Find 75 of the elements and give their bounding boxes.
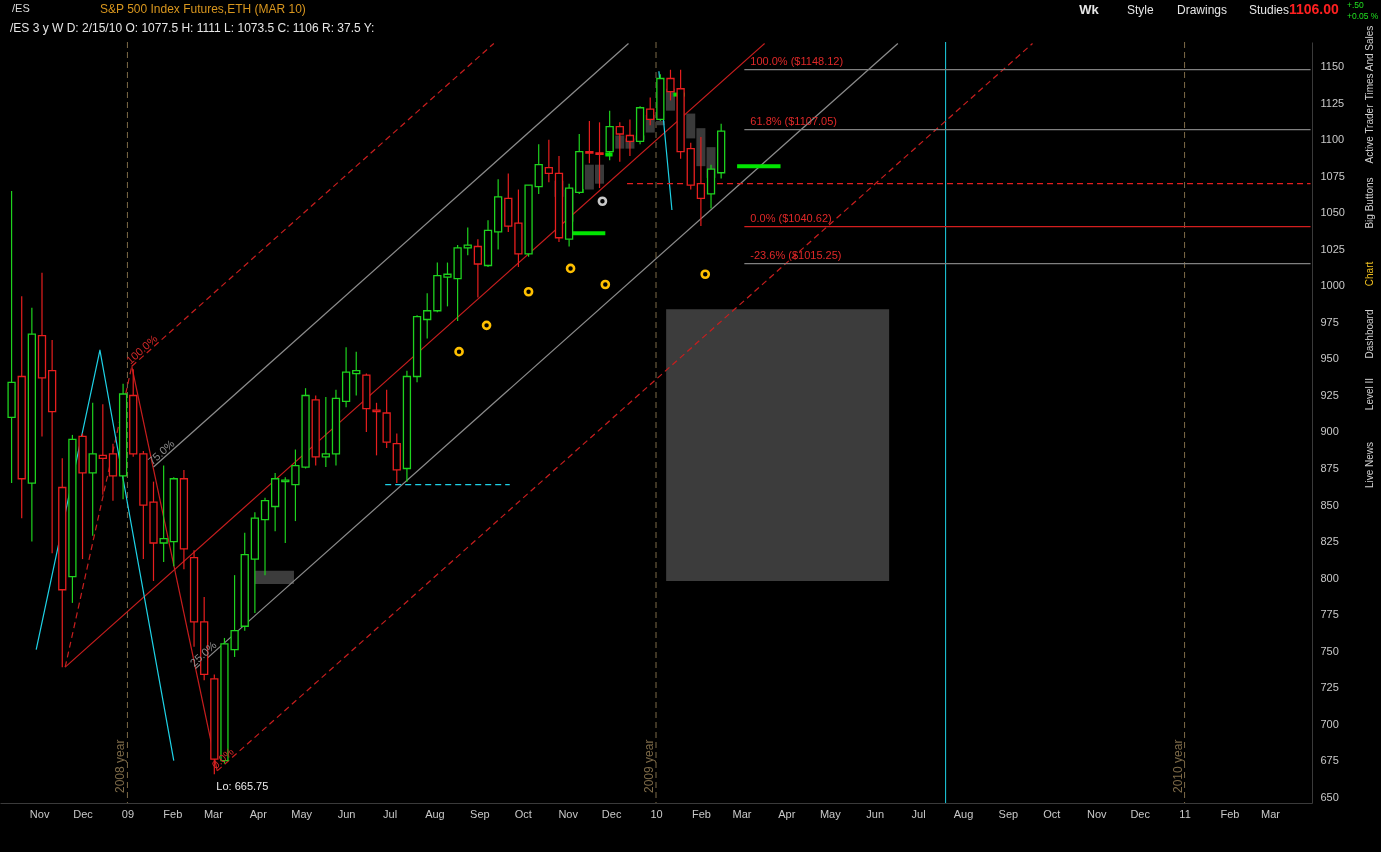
x-tick-label: 11 (1179, 807, 1191, 820)
text: Style (1127, 3, 1154, 17)
text: +0.05 % (1347, 11, 1379, 21)
y-tick-label: 1125 (1320, 96, 1345, 109)
x-tick-label: Feb (163, 807, 183, 820)
x-tick-label: Oct (514, 807, 532, 820)
y-tick-label: 775 (1320, 608, 1339, 621)
x-tick-label: Nov (1086, 807, 1108, 820)
y-tick-label: 875 (1320, 462, 1339, 475)
x-tick-label: Apr (249, 807, 268, 820)
series-label: -23.6% ($1015.25) (750, 248, 842, 261)
ref-line-label: 2010 year (1170, 739, 1185, 793)
x-tick-label: Dec (73, 807, 94, 820)
y-tick-label: 750 (1320, 644, 1339, 657)
y-tick-label: 1100 (1320, 133, 1345, 146)
x-tick-label: Aug (425, 807, 445, 820)
x-tick-label: Mar (1261, 807, 1281, 820)
series-label: 61.8% ($1107.05) (750, 114, 837, 127)
text: /ES (12, 2, 30, 14)
y-tick-label: 925 (1320, 388, 1339, 401)
y-tick-label: 825 (1320, 535, 1339, 548)
y-tick-label: 1150 (1320, 60, 1345, 73)
text: Level II (1364, 377, 1375, 411)
y-tick-label: 1050 (1320, 206, 1345, 219)
chart-title: S&P 500 Index Futures,ETH (MAR 10) (100, 2, 306, 16)
x-tick-label: Sep (998, 807, 1019, 820)
x-tick-label: Feb (691, 807, 711, 820)
x-tick-label: Oct (1043, 807, 1061, 820)
x-tick-label: May (819, 807, 842, 820)
chart-subtitle: /ES 3 y W D: 2/15/10 O: 1077.5 H: 1111 L: 1073.5 C: 1106 R: 37.5 Y: (10, 21, 375, 35)
y-tick-label: 975 (1320, 315, 1339, 328)
text: Times And Sales (1364, 25, 1375, 101)
x-tick-label: Feb (1220, 807, 1240, 820)
x-tick-label: Mar (732, 807, 752, 820)
text: +.50 (1347, 0, 1365, 10)
y-tick-label: 700 (1320, 717, 1339, 730)
x-tick-label: Aug (953, 807, 974, 820)
y-tick-label: 900 (1320, 425, 1339, 438)
x-tick-label: Dec (1130, 807, 1151, 820)
x-tick-label: Jul (383, 807, 398, 820)
text: Active Trader (1364, 103, 1375, 164)
text: Studies (1249, 3, 1290, 17)
y-tick-label: 725 (1320, 681, 1339, 694)
ref-line-label: 2008 year (113, 739, 128, 793)
x-tick-label: Dec (601, 807, 622, 820)
x-tick-label: Nov (29, 807, 50, 820)
text: 1106.00 (1289, 1, 1340, 17)
y-tick-label: 1000 (1320, 279, 1345, 292)
y-tick-label: 850 (1320, 498, 1339, 511)
y-tick-label: 1025 (1320, 242, 1345, 255)
annotation: Lo: 665.75 (216, 780, 269, 793)
text: Dashboard (1364, 309, 1375, 359)
y-tick-label: 1075 (1320, 169, 1345, 182)
series-label: 0.0% ($1040.62) (750, 211, 832, 224)
text: Chart (1364, 261, 1375, 287)
x-tick-label: Nov (558, 807, 579, 820)
ref-line-label: 2009 year (642, 739, 656, 793)
y-tick-label: 650 (1320, 790, 1339, 803)
x-tick-label: Apr (778, 807, 796, 820)
x-tick-label: Jul (911, 807, 926, 820)
text: Big Buttons (1364, 177, 1375, 229)
x-tick-label: Jun (337, 807, 356, 820)
x-tick-label: Jun (866, 807, 885, 820)
x-tick-label: Mar (203, 807, 224, 820)
y-tick-label: 675 (1320, 754, 1339, 767)
x-tick-label: 09 (121, 807, 135, 820)
series-label: 100.0% ($1148.12) (750, 54, 844, 67)
x-tick-label: Sep (470, 807, 490, 820)
text: Wk (1079, 2, 1100, 17)
text: Live News (1364, 441, 1375, 489)
x-tick-label: 10 (650, 807, 663, 820)
text: Drawings (1177, 3, 1228, 17)
x-tick-label: May (291, 807, 313, 820)
y-tick-label: 950 (1320, 352, 1339, 365)
y-tick-label: 800 (1320, 571, 1339, 584)
